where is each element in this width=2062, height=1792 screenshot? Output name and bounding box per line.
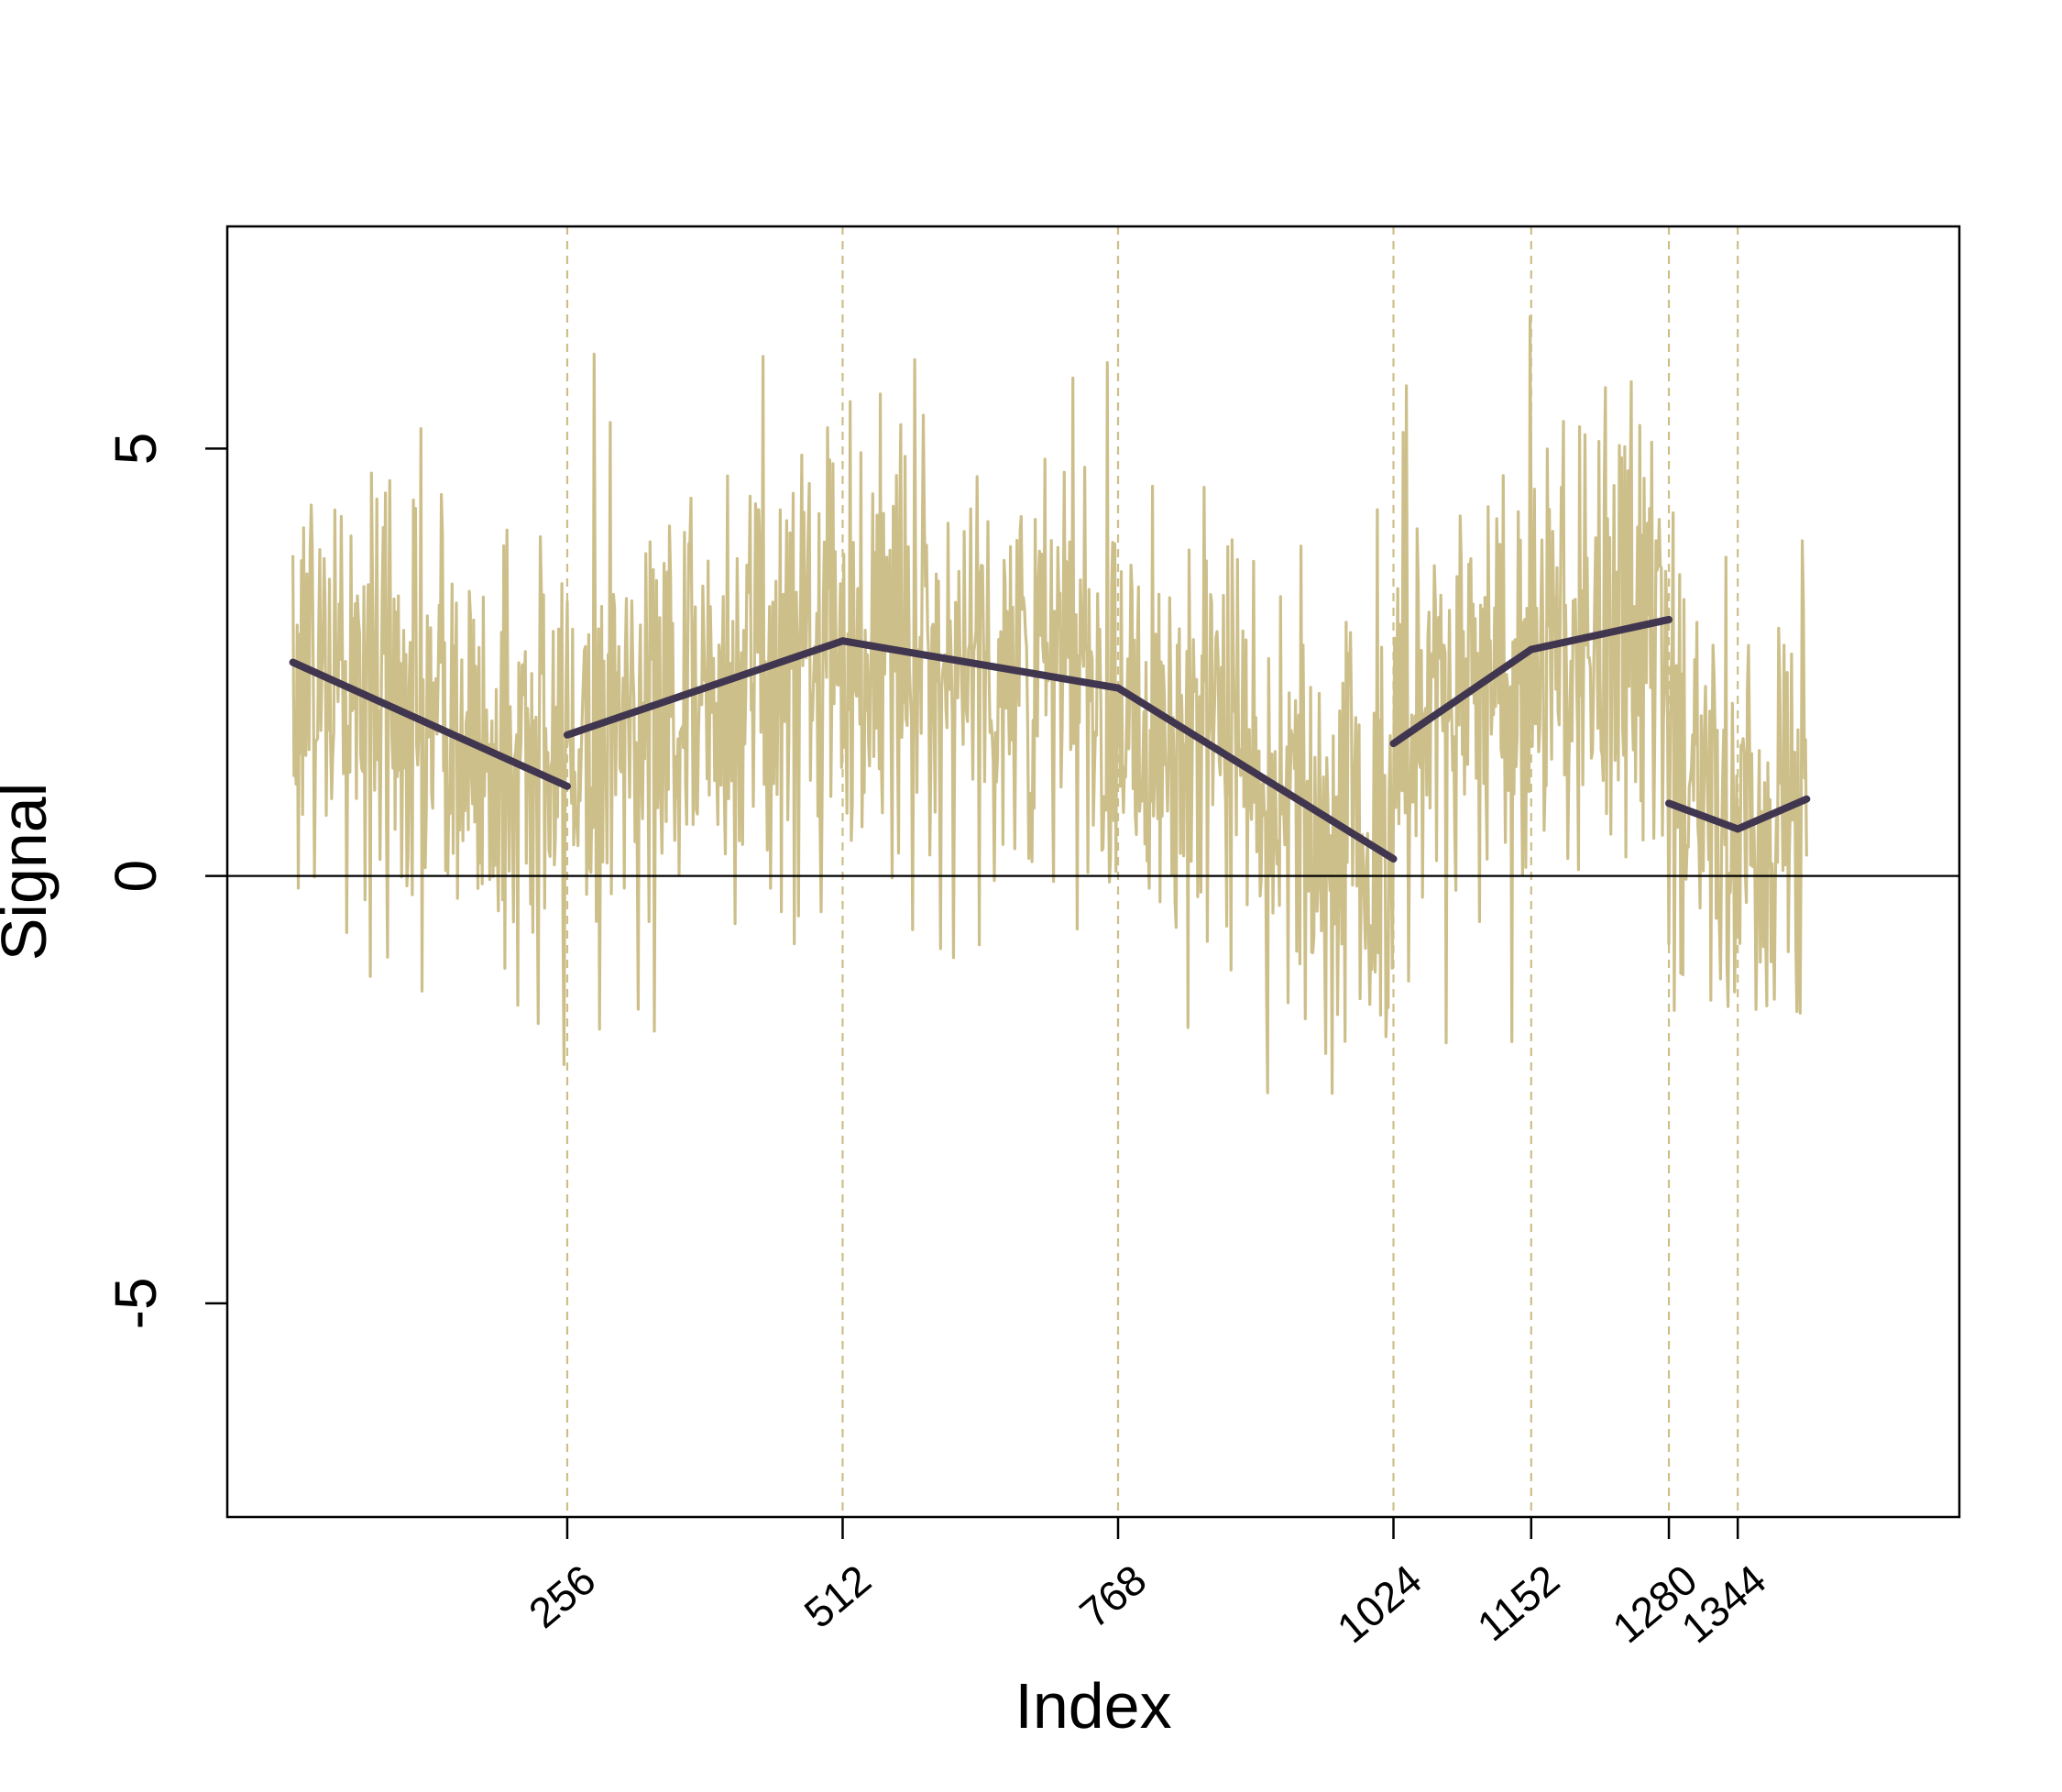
x-tick-label: 768: [1070, 1556, 1155, 1637]
fit-segment-6: [1527, 615, 1673, 654]
raw-signal-line: [291, 315, 1808, 1095]
y-axis: -5 0 5: [103, 433, 227, 1329]
fit-segment-8: [1734, 795, 1811, 833]
raw-signal-series: [291, 315, 1808, 1095]
fit-segment-1: [289, 658, 571, 790]
fit-line-series: [289, 615, 1811, 863]
x-tick-label: 1344: [1673, 1556, 1775, 1653]
x-tick-label: 1024: [1328, 1556, 1431, 1653]
fit-segment-3: [839, 637, 1122, 692]
plot-frame: [225, 225, 1961, 1519]
x-tick-label: 1152: [1468, 1556, 1568, 1650]
fit-segment-7: [1665, 799, 1742, 833]
x-axis-title: Index: [1015, 1670, 1171, 1742]
y-tick-label: 0: [103, 860, 169, 893]
x-tick-label: 512: [795, 1556, 880, 1637]
y-axis-title: Signal: [0, 783, 60, 962]
x-tick-label: 256: [520, 1556, 604, 1637]
fit-segment-2: [563, 637, 847, 739]
y-tick-label: 5: [103, 433, 169, 466]
y-tick-label: -5: [103, 1277, 169, 1329]
fit-segment-5: [1389, 645, 1535, 748]
fit-segment-4: [1114, 684, 1398, 863]
breakpoint-lines: [565, 226, 1739, 1517]
